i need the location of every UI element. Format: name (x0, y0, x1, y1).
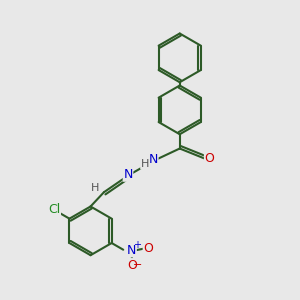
Text: O: O (127, 259, 137, 272)
Text: O: O (205, 152, 214, 165)
Text: H: H (141, 159, 149, 169)
Text: −: − (133, 260, 142, 270)
Text: N: N (123, 168, 133, 181)
Text: N: N (127, 244, 136, 257)
Text: O: O (143, 242, 153, 255)
Text: +: + (134, 240, 142, 250)
Text: Cl: Cl (48, 202, 60, 216)
Text: N: N (148, 153, 158, 166)
Text: H: H (91, 183, 99, 193)
